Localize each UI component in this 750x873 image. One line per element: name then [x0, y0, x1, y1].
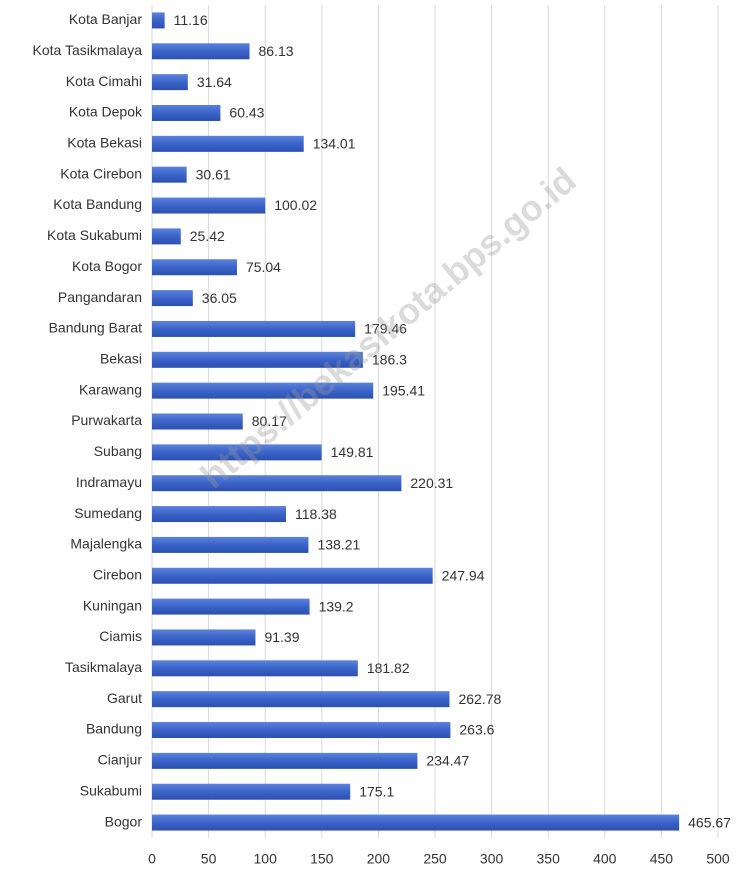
- data-label: 118.38: [295, 506, 337, 522]
- data-label: 195.41: [382, 382, 425, 398]
- x-tick-label: 200: [367, 851, 391, 867]
- data-label: 465.67: [688, 814, 731, 830]
- x-tick-label: 500: [706, 851, 730, 867]
- y-tick-label: Kota Bandung: [53, 196, 142, 212]
- y-tick-label: Bandung: [86, 721, 142, 737]
- bar: [152, 43, 250, 60]
- bar: [152, 783, 351, 800]
- y-tick-label: Kota Tasikmalaya: [33, 42, 143, 58]
- y-tick-label: Sumedang: [74, 505, 142, 521]
- data-label: 25.42: [190, 228, 225, 244]
- data-label: 36.05: [202, 290, 237, 306]
- bar: [152, 598, 310, 615]
- bar: [152, 166, 187, 183]
- y-tick-label: Pangandaran: [58, 289, 142, 305]
- x-tick-label: 250: [423, 851, 447, 867]
- y-tick-label: Kota Bekasi: [67, 135, 142, 151]
- bar: [152, 660, 358, 677]
- data-label: 181.82: [367, 660, 410, 676]
- x-tick-label: 0: [148, 851, 156, 867]
- y-tick-label: Kota Banjar: [69, 11, 142, 27]
- y-tick-label: Subang: [94, 443, 142, 459]
- bar: [152, 475, 402, 492]
- bar: [152, 135, 304, 152]
- y-tick-label: Kota Depok: [69, 104, 143, 120]
- data-label: 179.46: [364, 321, 407, 337]
- x-tick-label: 300: [480, 851, 504, 867]
- y-tick-label: Indramayu: [76, 474, 142, 490]
- bar: [152, 722, 451, 739]
- y-tick-label: Purwakarta: [71, 412, 142, 428]
- bar: [152, 290, 193, 307]
- data-label: 220.31: [410, 475, 453, 491]
- y-tick-label: Kota Sukabumi: [47, 227, 142, 243]
- data-label: 263.6: [459, 722, 494, 738]
- y-tick-label: Bogor: [105, 813, 143, 829]
- data-label: 91.39: [264, 629, 299, 645]
- bar: [152, 506, 287, 523]
- bars: [152, 12, 680, 831]
- data-label: 149.81: [331, 444, 374, 460]
- bar: [152, 197, 266, 214]
- y-tick-label: Majalengka: [70, 536, 142, 552]
- bar: [152, 74, 188, 91]
- y-tick-label: Sukabumi: [80, 782, 142, 798]
- data-label: 138.21: [317, 537, 360, 553]
- data-label: 86.13: [258, 43, 293, 59]
- bar: [152, 382, 374, 399]
- x-tick-label: 50: [201, 851, 217, 867]
- bar: [152, 228, 181, 245]
- data-label: 60.43: [229, 105, 264, 121]
- y-tick-label: Kota Cirebon: [60, 165, 142, 181]
- bar: [152, 691, 450, 708]
- data-label: 100.02: [274, 197, 317, 213]
- y-tick-label: Cianjur: [98, 752, 143, 768]
- y-tick-label: Bandung Barat: [49, 320, 143, 336]
- bar: [152, 413, 243, 430]
- x-tick-label: 450: [650, 851, 674, 867]
- y-tick-label: Bekasi: [100, 350, 142, 366]
- x-tick-label: 350: [537, 851, 561, 867]
- data-label: 139.2: [319, 598, 354, 614]
- data-label: 186.3: [372, 351, 407, 367]
- y-tick-label: Kuningan: [83, 597, 142, 613]
- data-label: 11.16: [174, 12, 208, 28]
- bar: [152, 567, 433, 584]
- data-label: 75.04: [246, 259, 281, 275]
- y-tick-label: Garut: [107, 690, 142, 706]
- y-tick-label: Cirebon: [93, 566, 142, 582]
- bar: [152, 814, 680, 831]
- x-tick-label: 150: [310, 851, 334, 867]
- x-tick-label: 400: [593, 851, 617, 867]
- y-tick-label: Kota Cimahi: [66, 73, 142, 89]
- y-tick-label: Karawang: [79, 381, 142, 397]
- bar: [152, 629, 256, 646]
- bar: [152, 351, 363, 368]
- bar: [152, 12, 165, 29]
- data-label: 134.01: [313, 136, 356, 152]
- data-label: 247.94: [442, 567, 485, 583]
- data-label: 80.17: [252, 413, 287, 429]
- x-tick-label: 100: [254, 851, 278, 867]
- bar: [152, 752, 418, 769]
- data-label: 30.61: [196, 166, 231, 182]
- y-tick-label: Ciamis: [99, 628, 142, 644]
- bar: [152, 320, 356, 337]
- y-tick-label: Tasikmalaya: [65, 659, 142, 675]
- data-label: 262.78: [458, 691, 501, 707]
- y-tick-label: Kota Bogor: [72, 258, 142, 274]
- data-label: 175.1: [359, 783, 394, 799]
- bar: [152, 444, 322, 461]
- data-label: 31.64: [197, 74, 232, 90]
- bar: [152, 104, 221, 121]
- data-label: 234.47: [426, 753, 469, 769]
- labels: 0 50 100 150 200 250 300 350 400 450 500 Kota Banja…: [33, 11, 732, 867]
- bar: [152, 536, 309, 553]
- bar: [152, 259, 237, 276]
